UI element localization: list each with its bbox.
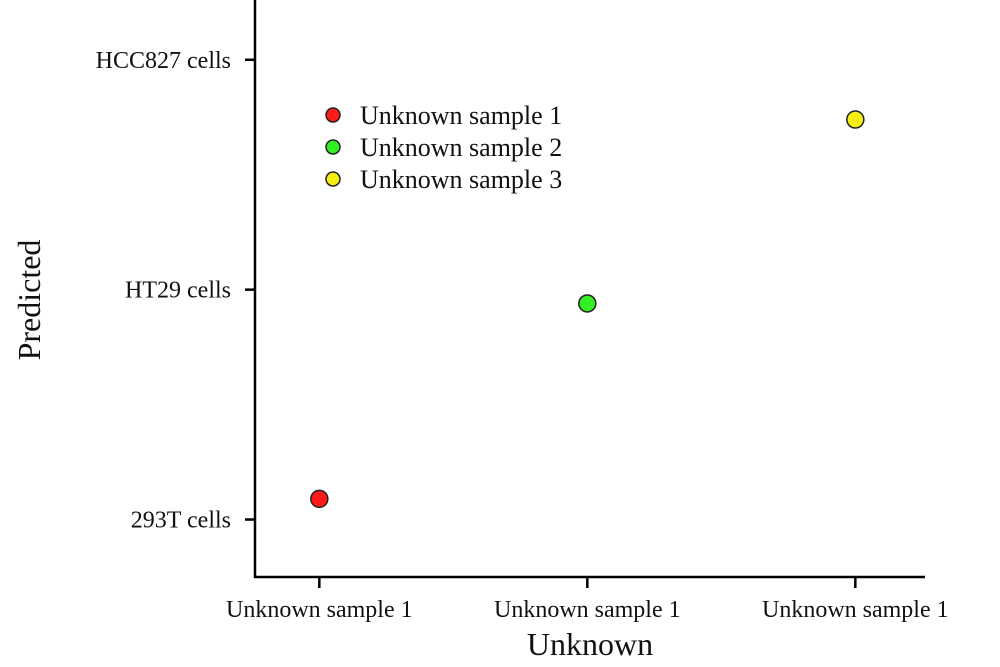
y-tick-label: HT29 cells <box>125 278 231 304</box>
data-point <box>578 294 597 313</box>
data-point <box>310 489 329 509</box>
legend-label: Unknown sample 3 <box>360 165 562 194</box>
legend-label: Unknown sample 2 <box>360 133 562 162</box>
y-tick-label: HCC827 cells <box>96 48 231 74</box>
y-axis-title: Predicted <box>11 240 47 361</box>
y-tick-label: 293T cells <box>131 508 231 534</box>
legend-marker <box>325 171 341 187</box>
x-tick-label: Unknown sample 1 <box>226 597 413 623</box>
data-point <box>846 110 865 129</box>
x-tick-label: Unknown sample 1 <box>494 597 681 623</box>
legend: Unknown sample 1 Unknown sample 2 Unknown … <box>325 101 562 194</box>
legend-marker <box>325 107 341 123</box>
legend-label: Unknown sample 1 <box>360 101 562 130</box>
legend-marker <box>325 139 341 155</box>
x-axis-title: Unknown <box>527 626 653 662</box>
x-tick-label: Unknown sample 1 <box>762 597 949 623</box>
